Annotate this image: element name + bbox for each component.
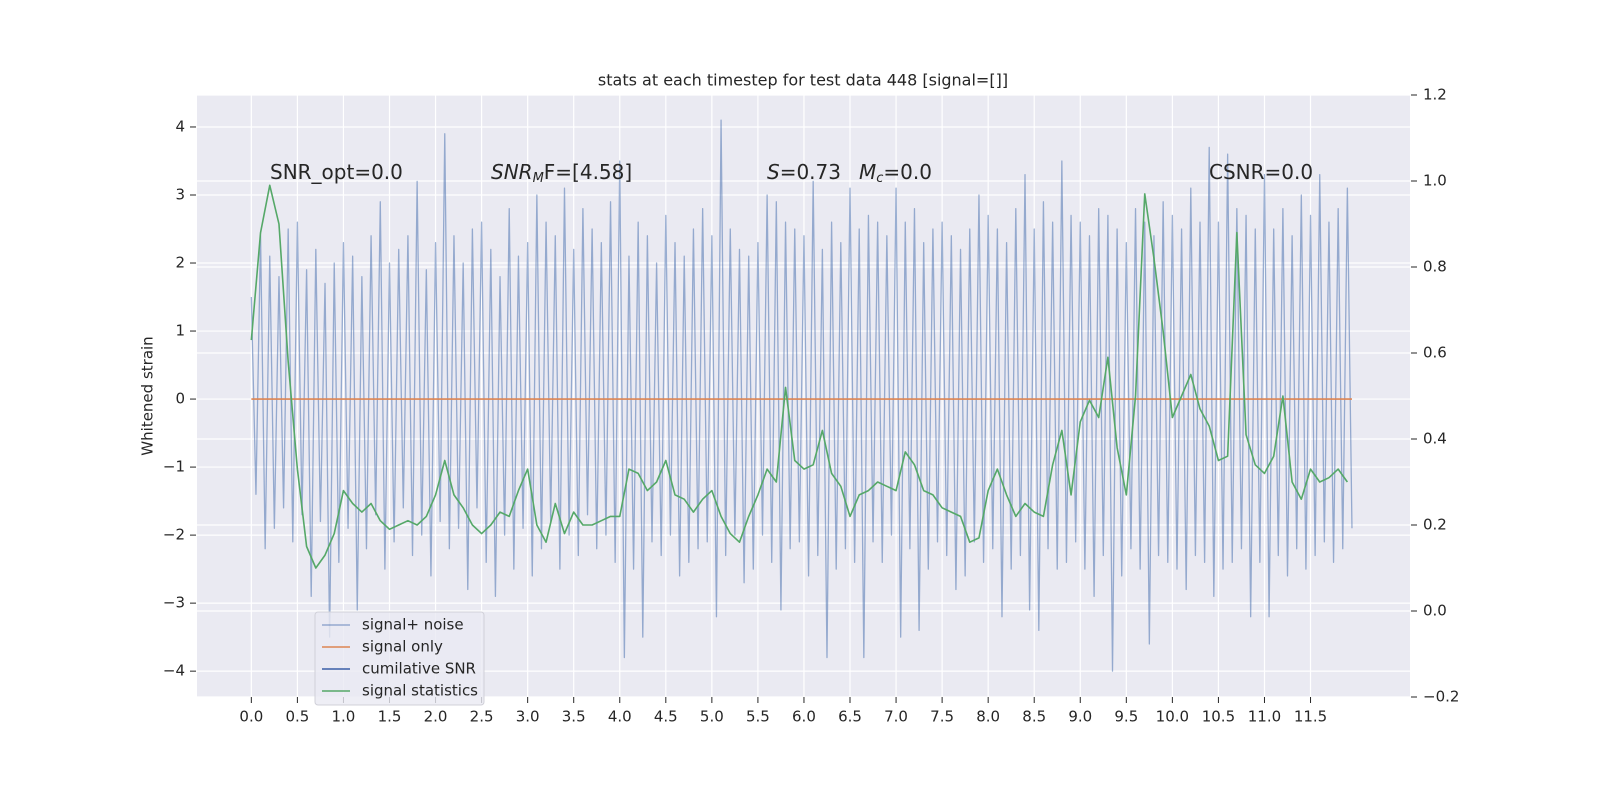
legend-label: cumilative SNR — [362, 660, 476, 678]
y-tick-label: −3 — [163, 594, 185, 612]
x-tick-label: 2.0 — [424, 708, 448, 726]
y-axis-label: Whitened strain — [139, 336, 157, 455]
y-tick-label: 1 — [175, 322, 185, 340]
x-tick-label: 8.0 — [976, 708, 1000, 726]
annotation-part: M — [533, 171, 544, 186]
x-tick-label: 1.0 — [332, 708, 356, 726]
x-tick-label: 9.5 — [1114, 708, 1138, 726]
annotation: SNR_opt=0.0 — [270, 160, 403, 184]
x-tick-label: 10.5 — [1202, 708, 1235, 726]
y2-tick-label: 1.0 — [1423, 172, 1447, 190]
y2-tick-label: 0.6 — [1423, 344, 1447, 362]
x-tick-label: 5.0 — [700, 708, 724, 726]
y2-tick-label: 1.2 — [1423, 86, 1447, 104]
y-tick-label: 3 — [175, 185, 185, 203]
annotation-part: S — [767, 160, 780, 184]
y-tick-label: −2 — [163, 526, 185, 544]
legend: signal+ noise signal only cumilative SNR si… — [314, 611, 485, 706]
y-tick-label: 0 — [175, 390, 185, 408]
annotation: CSNR=0.0 — [1209, 160, 1313, 184]
x-tick-label: 4.5 — [654, 708, 678, 726]
x-tick-label: 10.0 — [1156, 708, 1189, 726]
y-tick-label: −4 — [163, 662, 185, 680]
annotation-part: M — [859, 160, 876, 184]
annotation-part: c — [876, 171, 883, 186]
x-tick-label: 7.0 — [884, 708, 908, 726]
x-tick-label: 7.5 — [930, 708, 954, 726]
y2-tick-label: 0.0 — [1423, 602, 1447, 620]
annotation: S=0.73 — [767, 160, 841, 184]
legend-label: signal only — [362, 638, 443, 656]
legend-label: signal statistics — [362, 682, 478, 700]
annotation-part: =0.73 — [780, 160, 841, 184]
legend-box — [314, 611, 485, 706]
legend-label: signal+ noise — [362, 616, 464, 634]
x-tick-label: 3.0 — [516, 708, 540, 726]
x-tick-label: 0.0 — [239, 708, 263, 726]
x-tick-label: 6.5 — [838, 708, 862, 726]
y-tick-label: 4 — [175, 117, 185, 135]
x-tick-label: 3.5 — [562, 708, 586, 726]
x-tick-label: 11.0 — [1248, 708, 1281, 726]
x-tick-label: 6.0 — [792, 708, 816, 726]
x-tick-label: 1.5 — [378, 708, 402, 726]
y2-tick-label: 0.4 — [1423, 430, 1447, 448]
annotation-part: CSNR=0.0 — [1209, 160, 1313, 184]
x-tick-label: 8.5 — [1022, 708, 1046, 726]
series-line — [250, 119, 1353, 672]
annotation: SNRMF=[4.58] — [491, 160, 632, 186]
x-tick-label: 0.5 — [285, 708, 309, 726]
x-tick-label: 4.0 — [608, 708, 632, 726]
annotation-part: SNR_opt=0.0 — [270, 160, 403, 184]
annotation-part: =0.0 — [883, 160, 932, 184]
y2-tick-label: 0.8 — [1423, 258, 1447, 276]
series-line — [250, 184, 1349, 569]
annotation: Mc=0.0 — [859, 160, 932, 186]
x-tick-label: 5.5 — [746, 708, 770, 726]
x-tick-label: 11.5 — [1294, 708, 1327, 726]
y2-tick-label: −0.2 — [1423, 688, 1459, 706]
annotation-part: F=[4.58] — [544, 160, 632, 184]
annotation-part: SNR — [491, 160, 533, 184]
x-tick-label: 9.0 — [1068, 708, 1092, 726]
x-tick-label: 2.5 — [470, 708, 494, 726]
chart-title: stats at each timestep for test data 448… — [598, 71, 1008, 90]
y-tick-label: 2 — [175, 254, 185, 272]
y-tick-label: −1 — [163, 458, 185, 476]
y2-tick-label: 0.2 — [1423, 516, 1447, 534]
